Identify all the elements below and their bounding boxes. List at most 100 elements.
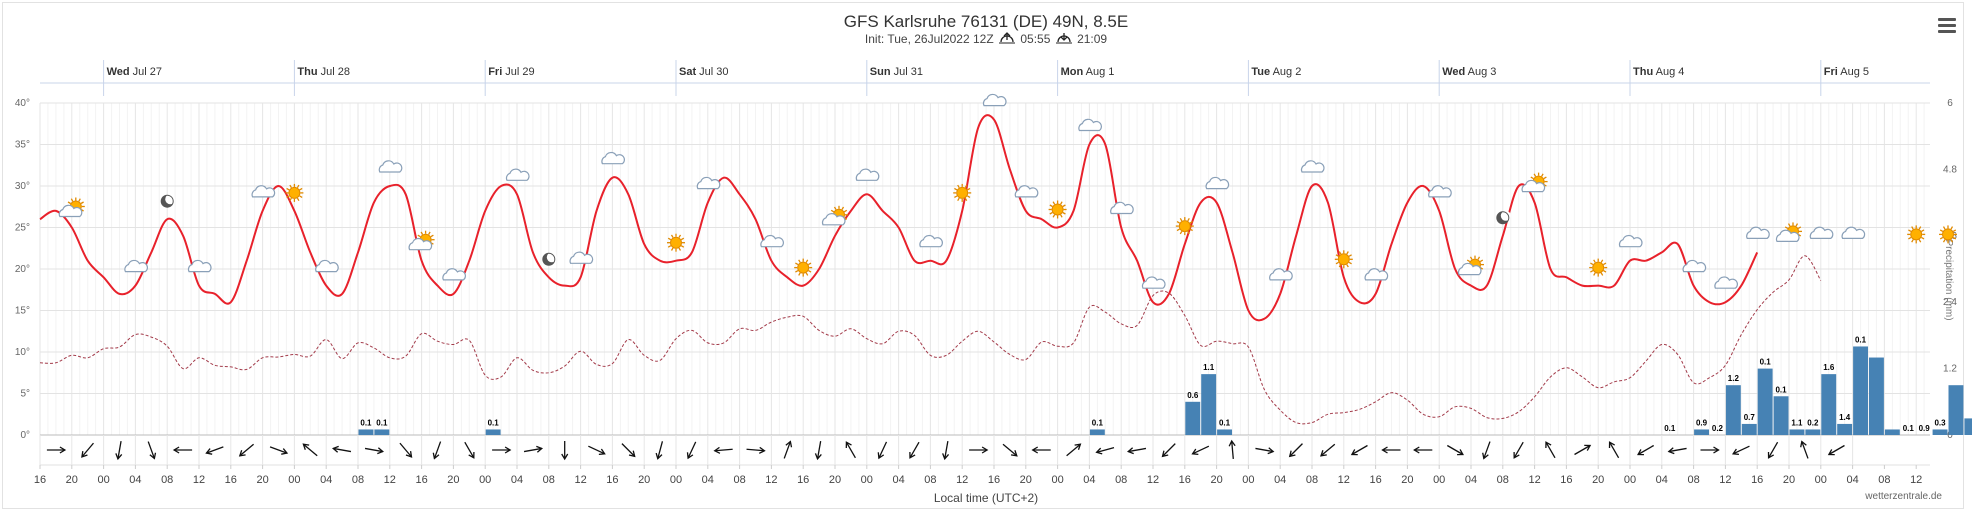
hour-label: 12: [1719, 474, 1731, 486]
sun-ray: [296, 184, 300, 189]
cloud-icon: [251, 185, 276, 198]
cloud-shape: [1269, 268, 1293, 281]
wind-shaft: [239, 443, 255, 457]
wind-arrow-icon: [1126, 447, 1147, 455]
sun-disc: [1178, 220, 1191, 233]
sun-ray: [80, 201, 84, 205]
wind-shaft: [944, 441, 949, 459]
init-text: Init: Tue, 26Jul2022 12Z: [864, 32, 994, 46]
moon-ring: [542, 252, 556, 266]
precip-label: 0.9: [1919, 424, 1931, 433]
wind-arrow-icon: [1095, 447, 1115, 455]
wind-shaft: [269, 446, 288, 454]
wind-shaft: [657, 441, 664, 459]
wind-shaft: [1513, 441, 1524, 459]
wind-head: [981, 446, 989, 454]
sun-ray: [1942, 239, 1946, 243]
wind-shaft: [1545, 441, 1556, 459]
wind-arrow-icon: [1288, 443, 1303, 458]
credit-link[interactable]: wetterzentrale.de: [1865, 491, 1942, 502]
wind-head: [655, 452, 663, 460]
precip-label: 0.3: [1934, 418, 1946, 427]
hamburger-menu-icon[interactable]: [1938, 18, 1956, 33]
cloud-icon: [919, 234, 943, 248]
sun-ray: [957, 197, 960, 202]
sun-ray: [964, 197, 968, 202]
wind-head: [536, 445, 544, 453]
precip-bar: [1853, 346, 1868, 435]
wind-shaft: [1768, 441, 1779, 459]
wind-head: [1713, 446, 1720, 454]
sun-ray: [1187, 230, 1190, 235]
hour-label: 00: [1815, 474, 1827, 486]
day-label: Tue Aug 2: [1251, 66, 1301, 78]
cloud-shape: [1618, 234, 1643, 248]
sun-ray: [967, 187, 971, 191]
wind-head: [1267, 447, 1275, 455]
wind-head: [909, 451, 916, 459]
precip-bar: [1089, 429, 1105, 435]
hour-label: 08: [924, 474, 936, 486]
precip-label: 1.1: [1791, 418, 1803, 427]
cloud-shape: [1428, 185, 1452, 198]
wind-arrow-icon: [1800, 440, 1809, 459]
sun-disc: [956, 186, 969, 199]
wind-arrow-icon: [399, 442, 413, 458]
precip-bar: [1948, 385, 1964, 435]
wind-head: [628, 450, 636, 458]
sun-ray: [1335, 254, 1339, 257]
sun-ray: [954, 187, 958, 191]
wind-head: [302, 443, 310, 450]
sun-ray: [1942, 226, 1946, 230]
wind-arrow-icon: [523, 445, 544, 453]
hour-label: 12: [193, 474, 205, 486]
sun-ray: [798, 259, 801, 263]
cloud-icon: [1841, 226, 1866, 239]
precip-label: 0.1: [1855, 335, 1867, 344]
y-tick-right: 4.8: [1943, 164, 1957, 175]
day-label: Fri Jul 29: [488, 66, 534, 78]
wind-arrow-icon: [1255, 447, 1275, 455]
wind-shaft: [1574, 444, 1591, 456]
wind-arrow-icon: [1667, 447, 1687, 455]
wind-arrow-icon: [1545, 441, 1556, 459]
wind-arrow-icon: [302, 443, 318, 457]
wind-shaft: [878, 441, 888, 459]
sun-disc: [288, 186, 301, 199]
wind-head: [149, 452, 157, 460]
wind-arrow-icon: [1413, 446, 1433, 454]
wind-shaft: [1255, 447, 1274, 453]
wind-arrow-icon: [909, 441, 920, 459]
cloud-shape: [1457, 262, 1482, 276]
sun-ray: [70, 198, 74, 202]
cloud-shape: [760, 234, 784, 248]
wind-arrow-icon: [655, 441, 664, 460]
sun-disc: [670, 236, 682, 249]
wind-arrow-icon: [205, 446, 224, 455]
wind-arrow-icon: [783, 440, 793, 459]
wind-shaft: [464, 441, 475, 459]
cloud-shape: [982, 93, 1007, 107]
wind-arrow-icon: [1513, 441, 1524, 459]
precip-bar: [1964, 418, 1972, 435]
precip-bar: [1773, 396, 1789, 435]
sunrise-time: 05:55: [1020, 32, 1051, 46]
sun-ray: [843, 209, 848, 213]
cloud-icon: [1110, 201, 1134, 215]
cloud-icon: [315, 259, 339, 273]
y-tick-left: 5°: [20, 389, 30, 400]
precip-label: 0.1: [1219, 418, 1231, 427]
sun-ray: [78, 198, 81, 202]
cloud-shape: [1714, 276, 1738, 289]
wind-shaft: [1096, 447, 1115, 453]
precip-label: 1.6: [1823, 363, 1835, 372]
sun-ray: [830, 209, 835, 213]
sun-ray: [967, 195, 971, 198]
precip-bar: [1185, 401, 1201, 435]
precip-label: 0.2: [1807, 418, 1819, 427]
sun-ray: [957, 184, 960, 189]
hour-label: 12: [574, 474, 586, 486]
cloud-shape: [1300, 160, 1325, 173]
wind-head: [405, 451, 413, 458]
wind-arrow-icon: [81, 442, 94, 458]
